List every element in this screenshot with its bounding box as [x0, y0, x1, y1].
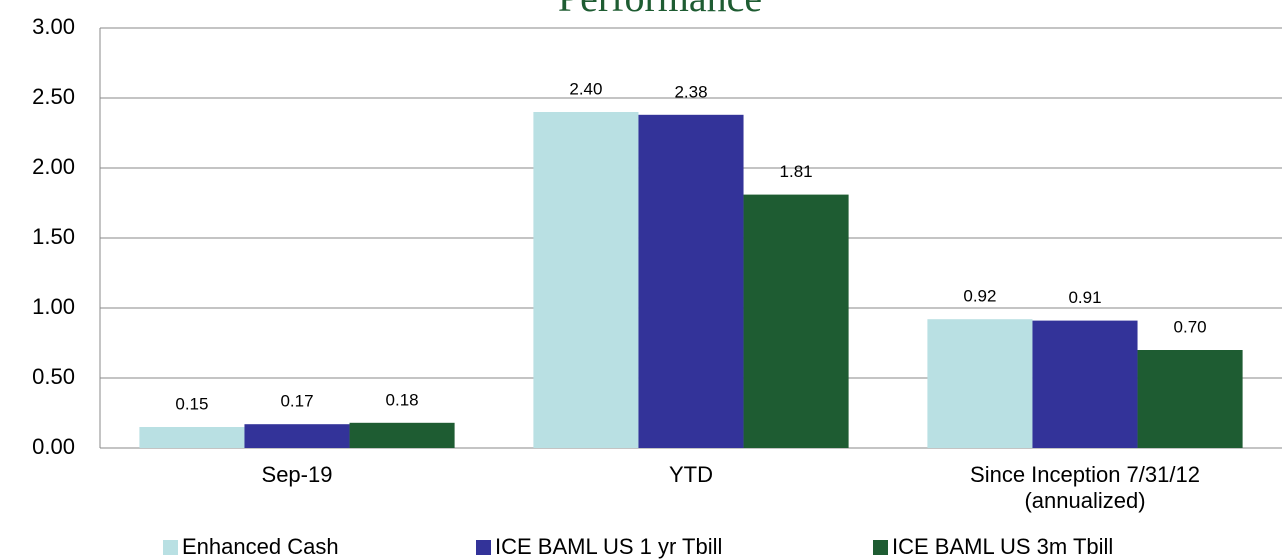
data-label: 0.17 [280, 392, 313, 411]
bar [743, 194, 849, 448]
data-label: 1.81 [780, 162, 813, 181]
data-label: 0.70 [1174, 317, 1207, 336]
bar [244, 424, 350, 448]
data-label: 0.18 [386, 390, 419, 409]
x-tick-label: Since Inception 7/31/12 (annualized) [970, 462, 1200, 513]
data-label: 0.91 [1068, 288, 1101, 307]
legend-swatch [873, 540, 888, 555]
legend-label: ICE BAML US 3m Tbill [892, 534, 1113, 559]
y-tick-label: 1.50 [32, 224, 75, 249]
y-tick-label: 0.00 [32, 434, 75, 459]
bar [139, 427, 245, 448]
y-tick-label: 2.00 [32, 154, 75, 179]
legend-swatch [476, 540, 491, 555]
legend-label: ICE BAML US 1 yr Tbill [495, 534, 722, 559]
data-label: 2.40 [569, 79, 602, 98]
chart-title: Performance [558, 0, 762, 20]
bar [1032, 320, 1138, 448]
bar [927, 319, 1033, 448]
x-tick-label: Sep-19 [261, 462, 333, 487]
y-tick-label: 3.00 [32, 14, 75, 39]
data-label: 0.15 [175, 394, 208, 413]
data-label: 2.38 [674, 82, 707, 101]
y-tick-label: 0.50 [32, 364, 75, 389]
y-tick-label: 1.00 [32, 294, 75, 319]
bar [1137, 350, 1243, 448]
legend-label: Enhanced Cash [182, 534, 339, 559]
bar [638, 114, 744, 449]
bar [349, 422, 455, 448]
x-tick-label: YTD [669, 462, 713, 487]
data-label: 0.92 [963, 287, 996, 306]
y-tick-label: 2.50 [32, 84, 75, 109]
bar [533, 112, 639, 448]
legend-swatch [163, 540, 178, 555]
